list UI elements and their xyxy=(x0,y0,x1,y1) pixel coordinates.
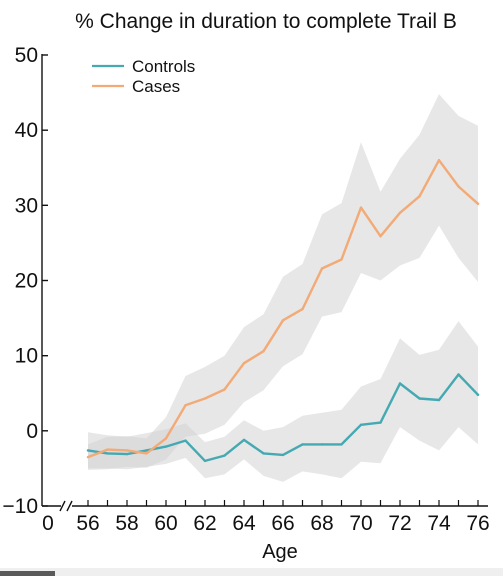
data-point-cases xyxy=(359,206,363,209)
data-point-controls xyxy=(242,438,246,442)
x-tick-label: 56 xyxy=(76,512,99,535)
y-tick-label: 0 xyxy=(26,420,38,443)
y-tick-label: 30 xyxy=(15,194,38,217)
data-point-cases xyxy=(301,307,304,311)
data-point-cases xyxy=(223,388,226,391)
data-point-controls xyxy=(125,452,129,456)
data-point-cases xyxy=(203,397,207,400)
data-point-cases xyxy=(398,211,402,214)
data-point-cases xyxy=(145,452,148,455)
x-tick-label: 70 xyxy=(349,512,372,535)
data-point-cases xyxy=(437,159,441,162)
data-point-cases xyxy=(184,404,187,407)
data-point-controls xyxy=(145,449,148,452)
data-point-controls xyxy=(164,445,168,448)
data-point-controls xyxy=(106,452,109,455)
x-tick-label: 62 xyxy=(193,512,216,535)
data-point-controls xyxy=(476,393,480,396)
data-point-controls xyxy=(418,397,421,400)
data-point-cases xyxy=(242,362,246,365)
data-point-cases xyxy=(106,448,109,451)
series-lines xyxy=(86,158,480,463)
data-point-controls xyxy=(359,423,363,426)
x-tick-label: 76 xyxy=(466,512,489,535)
legend: Controls Cases xyxy=(92,57,195,96)
y-ticks: −10 0 10 20 30 40 50 xyxy=(2,44,48,518)
data-point-controls xyxy=(379,421,382,424)
x-tick-label: 66 xyxy=(271,512,294,535)
axis-break-mark-1 xyxy=(59,500,66,512)
bottom-strip-accent xyxy=(0,571,55,576)
data-point-cases xyxy=(262,350,265,353)
x-tick-label: 74 xyxy=(427,512,451,535)
x-tick-label: 64 xyxy=(232,512,256,535)
y-tick-label: 50 xyxy=(15,44,38,67)
data-point-cases xyxy=(320,267,324,270)
data-point-controls xyxy=(203,459,207,463)
y-tick-label: 40 xyxy=(15,119,38,142)
x-tick-label: 72 xyxy=(388,512,411,535)
ci-band-cases xyxy=(88,94,478,470)
data-point-cases xyxy=(379,235,382,238)
x-tick-label: 60 xyxy=(154,512,177,535)
bottom-strip xyxy=(0,568,503,576)
data-point-controls xyxy=(320,443,324,446)
legend-label-controls: Controls xyxy=(132,57,195,76)
data-point-cases xyxy=(476,202,480,205)
legend-label-cases: Cases xyxy=(132,77,180,96)
chart-title: % Change in duration to complete Trail B xyxy=(75,10,457,33)
x-ticks: 56 58 60 62 64 66 68 70 72 74 76 xyxy=(76,500,490,535)
confidence-bands xyxy=(88,94,478,482)
x-axis-label: Age xyxy=(262,541,298,563)
data-point-controls xyxy=(262,452,265,455)
data-point-controls xyxy=(281,453,285,457)
data-point-controls xyxy=(184,439,187,442)
data-point-cases xyxy=(457,185,460,188)
x-tick-label: 58 xyxy=(115,512,138,535)
data-point-controls xyxy=(340,443,343,446)
data-point-cases xyxy=(125,449,129,452)
data-point-controls xyxy=(223,454,226,457)
data-point-controls xyxy=(86,449,90,452)
data-point-cases xyxy=(340,258,343,261)
y-tick-label: 20 xyxy=(15,270,38,293)
y-tick-label: 10 xyxy=(15,345,38,368)
data-point-cases xyxy=(418,195,421,198)
data-point-controls xyxy=(457,373,460,376)
data-point-controls xyxy=(398,382,402,385)
data-point-cases xyxy=(164,437,168,440)
x-tick-label: 68 xyxy=(310,512,333,535)
data-point-cases xyxy=(86,455,90,459)
axis-break-mark-2 xyxy=(66,500,73,512)
y-tick-label: −10 xyxy=(2,495,38,518)
data-point-controls xyxy=(437,398,441,402)
data-point-cases xyxy=(281,319,285,322)
data-point-controls xyxy=(301,443,304,446)
x-zero-tick-label: 0 xyxy=(42,512,54,535)
